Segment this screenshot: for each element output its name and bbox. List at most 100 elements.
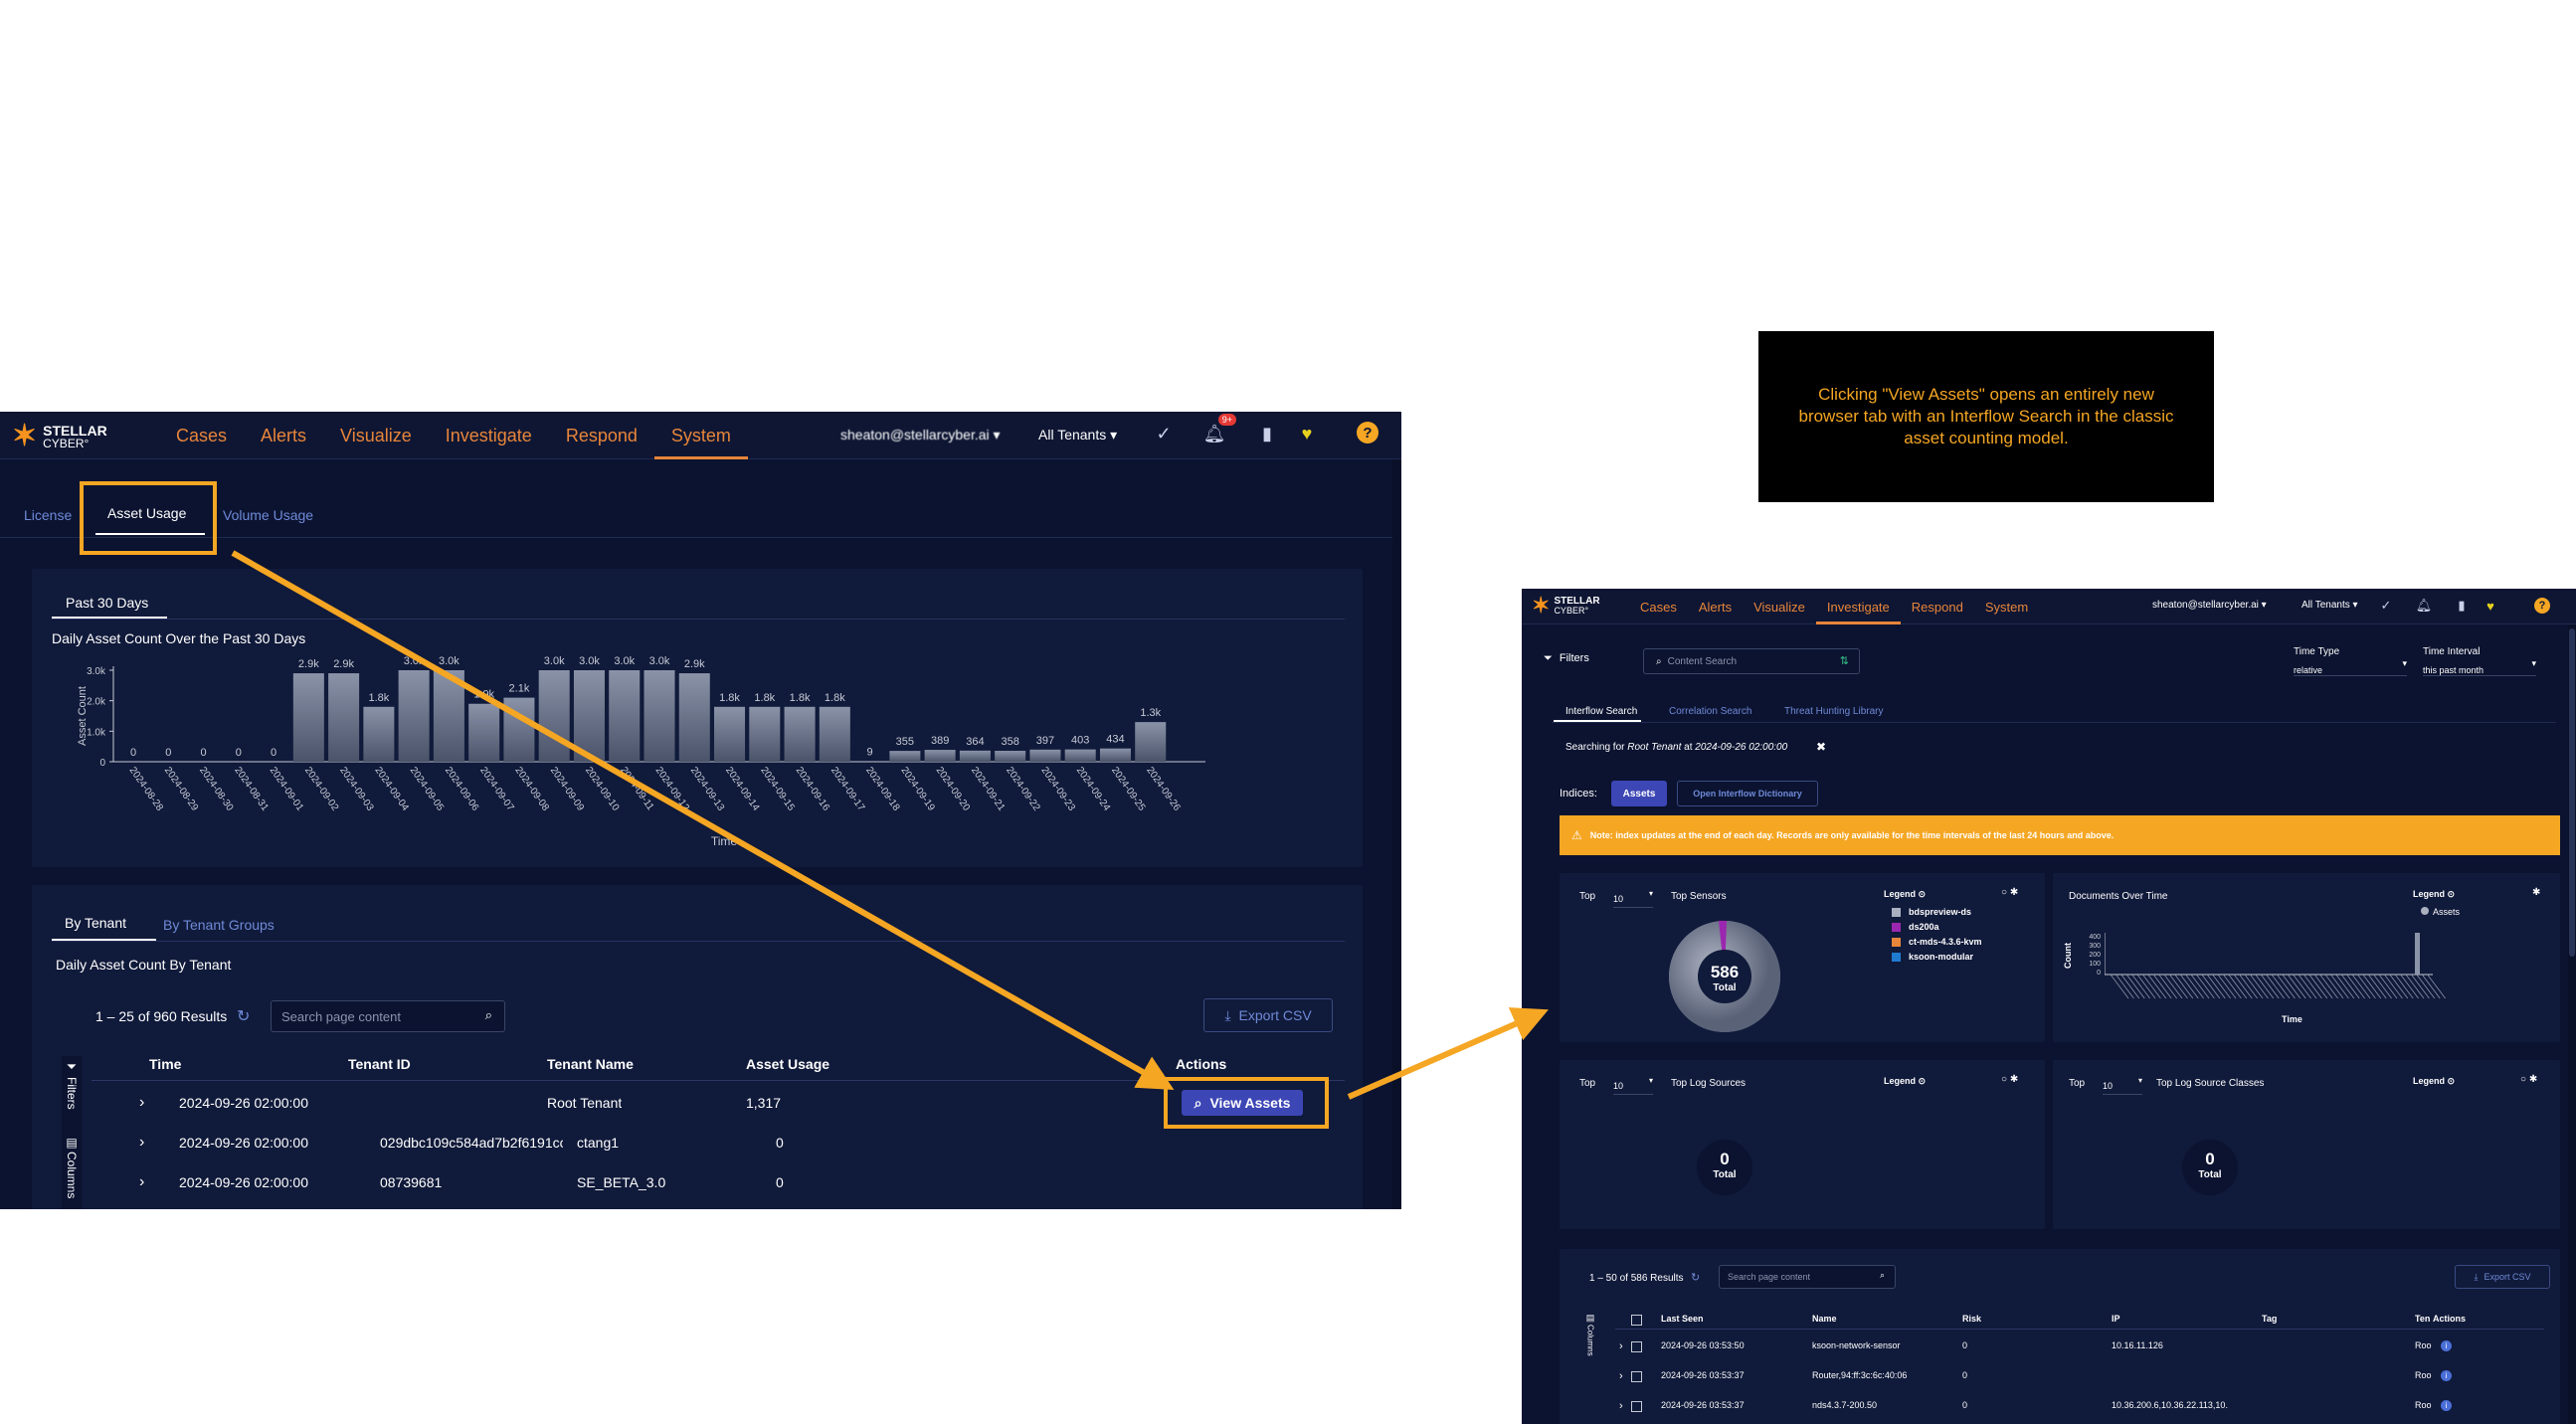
filters-button[interactable]: ⏷ Filters	[1544, 652, 1589, 665]
legend-item[interactable]: ksoon-modular	[1892, 952, 1982, 962]
refresh-icon[interactable]: ↻	[1691, 1272, 1701, 1284]
col-tenant[interactable]: Ten	[2415, 1314, 2431, 1324]
open-dictionary-button[interactable]: Open Interflow Dictionary	[1677, 781, 1818, 806]
top-count-select[interactable]: 10 ▾	[1613, 1076, 1653, 1095]
time-type-select[interactable]: relative ▾	[2294, 658, 2407, 676]
col-tenant-id[interactable]: Tenant ID	[348, 1056, 411, 1072]
clear-search-icon[interactable]: ✖	[1816, 740, 1827, 754]
export-csv-button[interactable]: ⤓ Export CSV	[1203, 998, 1333, 1032]
chart-type-toggle-icon[interactable]: ✱	[2532, 887, 2541, 898]
filters-toggle[interactable]: ⏷ Filters	[62, 1059, 82, 1110]
legend-label[interactable]: Legend ⊙	[1884, 1076, 1926, 1087]
bookmark-icon[interactable]: ▮	[2458, 598, 2466, 613]
table-row[interactable]: › 2024-09-26 02:00:00 08739681 SE_BETA_3…	[92, 1165, 1345, 1203]
tab-interflow-search[interactable]: Interflow Search	[1565, 706, 1638, 717]
col-tag[interactable]: Tag	[2262, 1314, 2278, 1324]
query-builder-icon[interactable]: ⇅	[1839, 655, 1849, 667]
legend-label[interactable]: Legend ⊙	[1884, 889, 1926, 900]
assets-index-button[interactable]: Assets	[1611, 781, 1667, 806]
expand-chevron-icon[interactable]: ›	[1619, 1370, 1623, 1382]
user-menu[interactable]: sheaton@stellarcyber.ai ▾	[840, 427, 1001, 444]
top-count-select[interactable]: 10 ▾	[1613, 889, 1653, 908]
help-icon[interactable]: ?	[1357, 422, 1379, 444]
columns-toggle[interactable]: ▤ Columns	[62, 1136, 82, 1198]
table-row[interactable]: › 2024-09-26 03:53:37 nds4.3.7-200.50 0 10.3…	[1560, 1396, 2560, 1420]
info-icon[interactable]: i	[2441, 1400, 2452, 1411]
col-asset-usage[interactable]: Asset Usage	[746, 1056, 830, 1072]
notification-bell-icon[interactable]: 🔔︎ 9+	[1202, 414, 1236, 445]
tab-volume-usage[interactable]: Volume Usage	[223, 507, 314, 523]
docs-legend-item[interactable]: Assets	[2421, 907, 2460, 917]
nav-investigate[interactable]: Investigate	[1815, 589, 1901, 624]
tab-threat-hunting[interactable]: Threat Hunting Library	[1784, 706, 1884, 717]
expand-chevron-icon[interactable]: ›	[139, 1173, 145, 1190]
col-risk[interactable]: Risk	[1962, 1314, 1982, 1324]
row-checkbox[interactable]	[1631, 1371, 1642, 1382]
table-row[interactable]: › 2024-09-26 03:53:37 Router,94:ff:3c:6c:4…	[1560, 1366, 2560, 1390]
info-icon[interactable]: i	[2441, 1370, 2452, 1381]
user-menu[interactable]: sheaton@stellarcyber.ai ▾	[2152, 600, 2267, 611]
row-checkbox[interactable]	[1631, 1401, 1642, 1412]
scrollbar-thumb[interactable]	[2569, 628, 2575, 957]
bookmark-icon[interactable]: ▮	[1262, 423, 1272, 444]
task-check-icon[interactable]: ✓	[2380, 598, 2392, 613]
legend-item[interactable]: bdspreview-ds	[1892, 907, 1982, 917]
col-tenant-name[interactable]: Tenant Name	[547, 1056, 634, 1072]
chart-type-toggle-icon[interactable]: ○ ✱	[2520, 1074, 2538, 1085]
time-interval-select[interactable]: this past month ▾	[2423, 658, 2536, 676]
refresh-icon[interactable]: ↻	[237, 1008, 251, 1025]
nav-investigate[interactable]: Investigate	[445, 425, 532, 445]
content-search-input[interactable]: ⌕ Content Search ⇅	[1643, 648, 1860, 674]
nav-system[interactable]: System	[1984, 599, 2029, 615]
search-input[interactable]: Search page content ⌕	[271, 1000, 505, 1032]
period-tab[interactable]: Past 30 Days	[66, 595, 149, 611]
tenant-selector[interactable]: All Tenants ▾	[1038, 427, 1118, 443]
col-ip[interactable]: IP	[2112, 1314, 2120, 1324]
col-name[interactable]: Name	[1812, 1314, 1837, 1324]
tab-by-tenant[interactable]: By Tenant	[65, 915, 127, 931]
legend-label[interactable]: Legend ⊙	[2413, 1076, 2455, 1087]
row-checkbox[interactable]	[1631, 1341, 1642, 1352]
table-row[interactable]: › 2024-09-26 02:00:00 Root Tenant 1,317 …	[92, 1086, 1345, 1124]
nav-alerts[interactable]: Alerts	[261, 425, 307, 445]
health-heart-icon[interactable]: ♥	[2486, 598, 2494, 614]
legend-item[interactable]: ds200a	[1892, 922, 1982, 932]
nav-cases[interactable]: Cases	[1640, 599, 1677, 615]
tab-license[interactable]: License	[24, 507, 73, 523]
legend-item[interactable]: ct-mds-4.3.6-kvm	[1892, 937, 1982, 947]
info-icon[interactable]: i	[2441, 1340, 2452, 1351]
view-assets-button[interactable]: ⌕ View Assets	[1182, 1090, 1303, 1116]
expand-chevron-icon[interactable]: ›	[139, 1094, 145, 1111]
nav-cases[interactable]: Cases	[176, 425, 228, 445]
nav-visualize[interactable]: Visualize	[1753, 599, 1805, 615]
expand-chevron-icon[interactable]: ›	[1619, 1400, 1623, 1412]
health-heart-icon[interactable]: ♥	[1301, 423, 1313, 444]
nav-alerts[interactable]: Alerts	[1698, 599, 1733, 615]
legend-label[interactable]: Legend ⊙	[2413, 889, 2455, 900]
table-row[interactable]: › 2024-09-26 02:00:00 029dbc109c584ad7b2…	[92, 1126, 1345, 1163]
nav-respond[interactable]: Respond	[565, 425, 638, 445]
columns-toggle[interactable]: ▤ Columns	[1583, 1313, 1597, 1356]
table-row[interactable]: › 2024-09-26 03:53:50 ksoon-network-sensor…	[1560, 1336, 2560, 1360]
nav-respond[interactable]: Respond	[1911, 599, 1963, 615]
search-input[interactable]: Search page content ⌕	[1719, 1265, 1896, 1289]
chart-type-toggle-icon[interactable]: ○ ✱	[2001, 887, 2019, 898]
task-check-icon[interactable]: ✓	[1156, 423, 1172, 444]
chart-type-toggle-icon[interactable]: ○ ✱	[2001, 1074, 2019, 1085]
tenant-selector[interactable]: All Tenants ▾	[2301, 600, 2358, 611]
nav-visualize[interactable]: Visualize	[340, 425, 412, 445]
top-count-select[interactable]: 10 ▾	[2103, 1076, 2142, 1095]
notification-bell-icon[interactable]: 🔔︎	[2415, 598, 2433, 613]
tab-by-tenant-groups[interactable]: By Tenant Groups	[163, 917, 275, 933]
logo[interactable]: ✶ STELLAR CYBER°	[1532, 595, 1600, 617]
nav-system[interactable]: System	[653, 412, 748, 459]
select-all-checkbox[interactable]	[1631, 1315, 1642, 1326]
help-icon[interactable]: ?	[2534, 598, 2550, 614]
export-csv-button[interactable]: ⤓ Export CSV	[2455, 1265, 2550, 1289]
col-last-seen[interactable]: Last Seen	[1661, 1314, 1704, 1324]
expand-chevron-icon[interactable]: ›	[139, 1134, 145, 1151]
expand-chevron-icon[interactable]: ›	[1619, 1340, 1623, 1352]
tab-correlation-search[interactable]: Correlation Search	[1669, 706, 1752, 717]
col-time[interactable]: Time	[149, 1056, 182, 1072]
tab-asset-usage[interactable]: Asset Usage	[107, 505, 187, 521]
